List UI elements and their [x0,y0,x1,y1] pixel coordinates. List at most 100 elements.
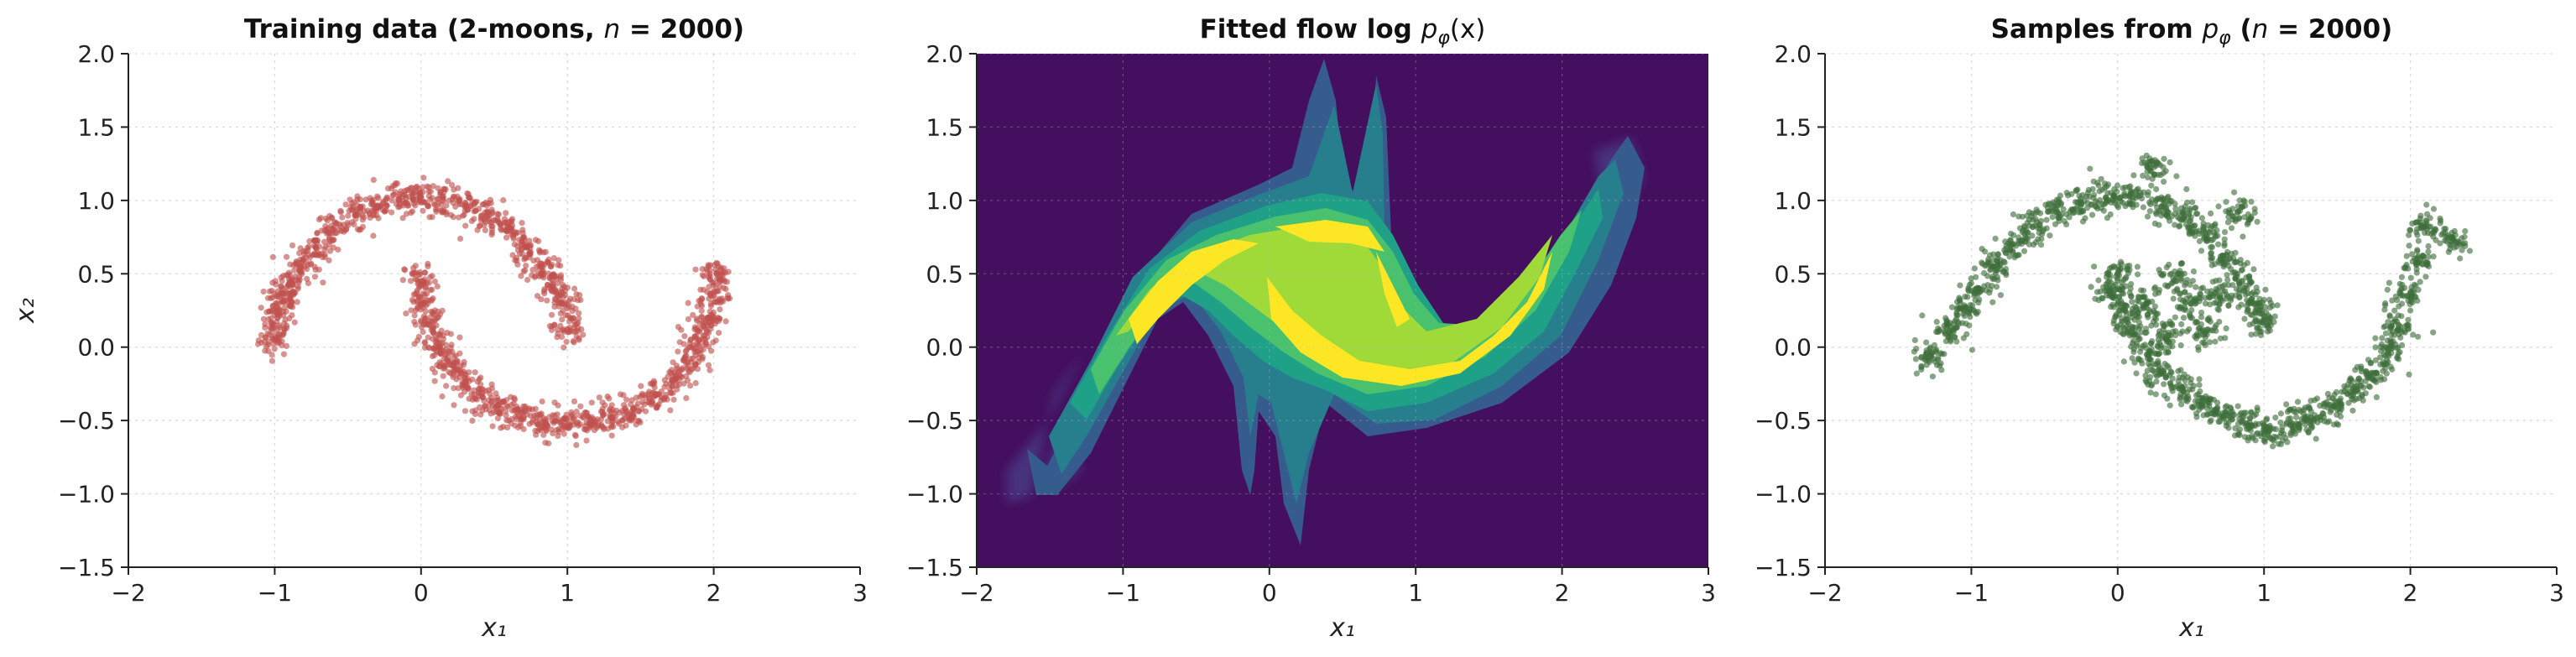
scatter-point [2146,199,2153,206]
scatter-point [382,208,388,215]
scatter-point [2156,267,2162,274]
scatter-point [2182,221,2189,228]
scatter-point [2219,413,2227,420]
scatter-point [422,308,429,315]
scatter-point [349,200,356,206]
scatter-point [2087,165,2094,172]
scatter-point [2095,277,2102,284]
scatter-point [2056,217,2062,225]
scatter-point [2198,314,2205,321]
scatter-point [291,319,298,326]
scatter-point [2352,367,2359,373]
scatter-point [439,340,446,347]
scatter-point [290,291,297,298]
x-tick-label: −2 [1807,579,1842,607]
scatter-point [572,305,579,312]
scatter-point [1919,312,1926,319]
scatter-point [561,415,569,421]
scatter-point [573,441,580,449]
scatter-point [2383,357,2390,363]
scatter-point [2353,395,2360,403]
axes-spines-training [128,54,860,568]
scatter-point [289,282,296,289]
scatter-point [336,227,342,233]
scatter-point [2261,317,2267,325]
scatter-point [320,279,326,286]
scatter-point [389,183,396,190]
scatter-point [2456,239,2463,246]
scatter-point [714,260,721,267]
scatter-point [300,248,307,254]
chart-title-flow: Fitted flow log pφ(x) [1200,14,1486,49]
scatter-point [262,321,269,327]
scatter-point [722,318,729,325]
y-tick-label: −0.5 [1755,407,1812,435]
scatter-point [694,317,701,324]
scatter-point [1979,259,1985,266]
scatter-point [266,308,273,315]
scatter-point [2148,158,2155,164]
panel-training-data: −2 −1 0 1 2 3 −1.5 −1.0 −0.5 0.0 0.5 1.0 1.5 2.0 Tra… [11,14,868,643]
scatter-point [508,216,516,222]
scatter-point [2129,299,2135,305]
scatter-point [542,248,549,255]
scatter-point [2052,209,2060,216]
scatter-point [2248,409,2255,416]
scatter-point [2273,426,2280,433]
scatter-point [2358,368,2365,375]
scatter-point [2380,368,2386,374]
scatter-point [2253,284,2260,291]
scatter-point [2190,404,2197,411]
scatter-point [693,326,700,332]
scatter-point [341,227,347,233]
scatter-point [435,308,441,315]
scatter-point [2153,321,2160,328]
scatter-point [2191,222,2198,229]
scatter-point [687,383,694,389]
scatter-point [567,413,575,420]
scatter-point [2146,164,2153,172]
scatter-point [2182,289,2188,295]
scatter-point [527,252,534,258]
scatter-point [2186,292,2193,299]
scatter-point [2358,363,2365,370]
scatter-point [2182,377,2188,383]
scatter-point [555,433,561,440]
scatter-point [296,274,303,280]
scatter-point [420,184,426,190]
scatter-point [2130,197,2136,204]
scatter-point [725,295,732,302]
scatter-point [318,227,325,234]
scatter-point [2160,271,2167,278]
scatter-point [558,272,565,279]
scatter-point [572,328,579,335]
scatter-point [514,261,521,268]
scatter-point [523,263,529,269]
scatter-point [520,268,527,274]
density-level-6 [1116,225,1552,382]
scatter-point [2272,415,2279,421]
scatter-point [707,276,714,283]
scatter-point [2206,315,2213,321]
scatter-point [357,204,363,211]
scatter-point [2252,437,2259,444]
scatter-point [481,201,488,207]
scatter-point [349,206,356,213]
scatter-point [535,237,542,244]
scatter-point [2047,208,2054,215]
scatter-point [2392,293,2399,300]
scatter-point [2320,414,2328,420]
scatter-point [321,238,328,245]
scatter-point [2377,343,2384,350]
scatter-point [559,316,566,323]
scatter-point [260,315,267,322]
scatter-point [2148,182,2155,189]
scatter-point [2399,292,2406,299]
scatter-point [2334,420,2340,427]
scatter-point [576,310,582,316]
scatter-point [2221,242,2228,249]
scatter-point [2104,215,2110,222]
scatter-point [322,215,330,222]
scatter-point [2133,201,2140,208]
scatter-point [2223,199,2229,206]
